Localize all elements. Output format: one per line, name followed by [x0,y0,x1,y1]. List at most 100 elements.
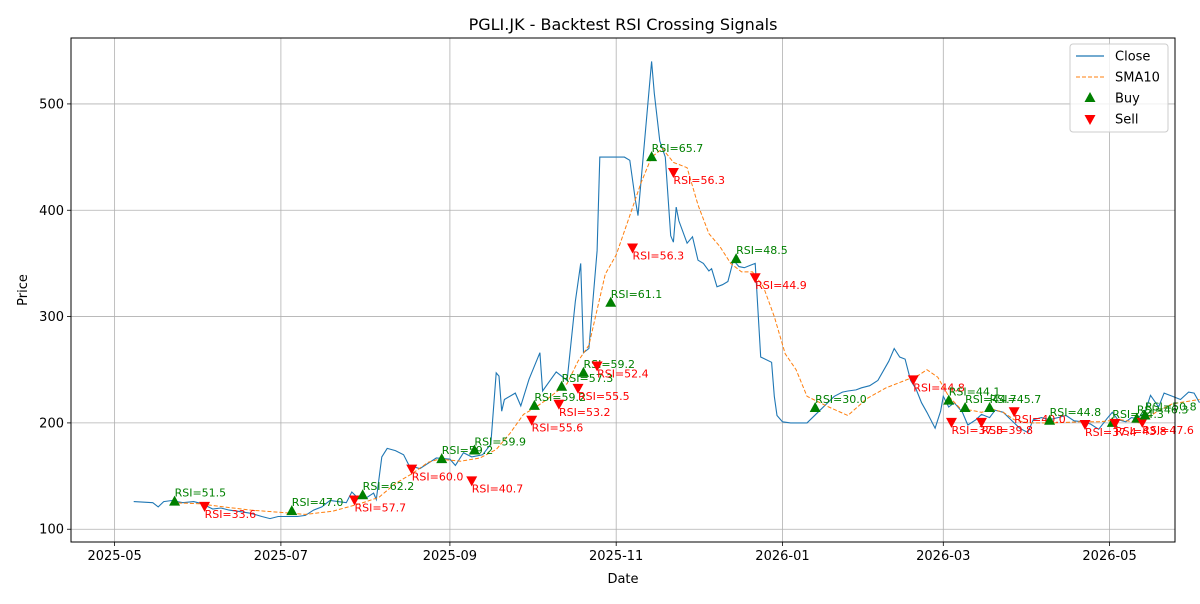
buy-marker [1139,409,1151,420]
x-tick-label: 2025-11 [589,549,643,564]
buy-rsi-label: RSI=47.0 [292,496,344,509]
signal-markers: RSI=51.5 RSI=33.6 RSI=47.0 RSI=57.7 RSI=62.2… [169,142,1197,521]
buy-rsi-label: RSI=44.1 [949,386,1001,399]
sell-rsi-label: RSI=43.8 [1115,425,1167,438]
legend-label: Sell [1115,113,1138,128]
buy-rsi-label: RSI=50.8 [1145,400,1197,413]
buy-rsi-label: RSI=45.7 [990,393,1042,406]
sell-rsi-label: RSI=39.8 [981,424,1033,437]
buy-rsi-label: RSI=48.5 [736,244,788,257]
buy-marker [577,366,589,377]
buy-rsi-label: RSI=51.5 [175,487,227,500]
legend-label: Buy [1115,92,1140,107]
sell-rsi-label: RSI=55.6 [532,422,584,435]
sell-marker [553,399,565,410]
sell-rsi-label: RSI=56.3 [633,249,685,262]
legend-buy-swatch [1084,92,1096,102]
x-tick-label: 2025-09 [423,549,477,564]
sell-marker [406,464,418,475]
y-axis-label: Price [16,274,31,306]
buy-marker [169,495,181,506]
y-tick-label: 100 [39,523,64,538]
buy-rsi-label: RSI=44.8 [1050,406,1102,419]
buy-marker [730,253,742,264]
sell-marker [975,417,987,428]
buy-marker [286,505,298,516]
sell-marker [1079,419,1091,430]
legend-box [1069,43,1169,133]
buy-rsi-label: RSI=62.2 [363,480,415,493]
plot-frame [70,37,1176,543]
buy-marker [646,151,658,162]
x-tick-label: 2026-05 [1082,549,1136,564]
buy-marker [1044,414,1056,425]
sell-marker [1008,407,1020,418]
sell-rsi-label: RSI=40.7 [472,482,524,495]
sell-marker [199,501,211,512]
sell-marker [591,361,603,372]
sell-rsi-label: RSI=53.2 [559,406,611,419]
buy-rsi-label: RSI=44.3 [1112,408,1164,421]
x-axis-label: Date [607,572,638,587]
buy-rsi-label: RSI=57.3 [562,372,614,385]
sell-rsi-label: RSI=47.6 [1142,424,1194,437]
sell-rsi-label: RSI=37.4 [1085,426,1137,439]
buy-marker [943,394,955,405]
sell-marker [572,383,584,394]
buy-rsi-label: RSI=30.0 [815,393,867,406]
axis-ticks: 2025-05 2025-07 2025-09 2025-11 2026-01 2026-… [39,97,1137,564]
buy-rsi-label: RSI=59.9 [474,436,526,449]
x-tick-label: 2025-07 [254,549,308,564]
x-tick-label: 2025-05 [87,549,141,564]
sell-marker [667,167,679,178]
buy-marker [436,453,448,464]
y-tick-label: 200 [39,416,64,431]
sell-marker [1136,417,1148,428]
sell-rsi-label: RSI=52.4 [597,367,649,380]
buy-rsi-label: RSI=44.7 [965,393,1017,406]
buy-rsi-label: RSI=59.2 [534,391,586,404]
buy-marker [528,399,540,410]
buy-marker [984,402,996,413]
sell-rsi-label: RSI=56.3 [673,174,725,187]
y-tick-label: 400 [39,204,64,219]
sell-rsi-label: RSI=60.0 [412,471,464,484]
sell-marker [348,495,360,506]
legend-sell-swatch [1084,115,1096,125]
legend-label: Close [1115,50,1150,65]
y-tick-label: 500 [39,97,64,112]
chart-title: PGLI.JK - Backtest RSI Crossing Signals [469,15,778,34]
legend: Close SMA10 Buy Sell [1069,43,1169,133]
buy-marker [809,402,821,413]
sell-rsi-label: RSI=57.7 [354,501,406,514]
buy-rsi-label: RSI=61.1 [611,288,663,301]
buy-rsi-label: RSI=65.7 [652,142,704,155]
sell-marker [907,375,919,386]
buy-marker [605,296,617,307]
sell-rsi-label: RSI=37.8 [951,424,1003,437]
buy-rsi-label: RSI=46.3 [1137,404,1189,417]
sell-marker [526,415,538,426]
buy-marker [556,380,568,391]
buy-marker [468,444,480,455]
sell-rsi-label: RSI=33.6 [205,508,257,521]
grid-lines [71,38,1175,542]
sell-marker [749,273,761,284]
x-tick-label: 2026-01 [755,549,809,564]
x-tick-label: 2026-03 [916,549,970,564]
legend-label: SMA10 [1115,71,1160,86]
sell-rsi-label: RSI=44.8 [913,381,965,394]
sell-rsi-label: RSI=44.9 [755,279,807,292]
buy-marker [959,402,971,413]
buy-marker [357,489,369,500]
sell-marker [1109,418,1121,429]
sell-marker [627,243,639,254]
buy-rsi-label: RSI=59.2 [442,444,494,457]
sell-rsi-label: RSI=55.5 [578,390,630,403]
sell-marker [466,476,478,487]
y-tick-label: 300 [39,310,64,325]
sell-marker [945,417,957,428]
